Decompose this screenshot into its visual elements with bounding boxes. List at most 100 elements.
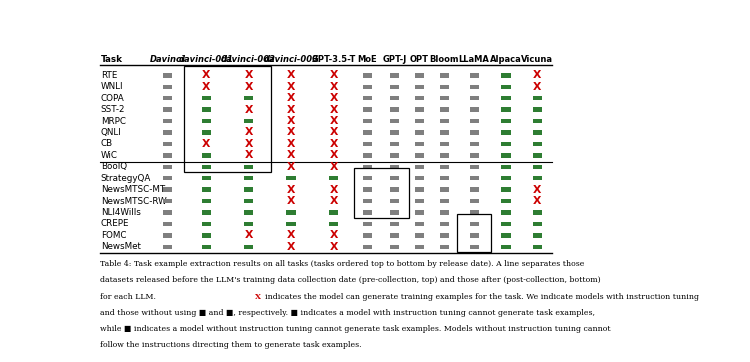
Text: davinci-001: davinci-001 — [178, 55, 234, 63]
Text: X: X — [329, 70, 338, 80]
Bar — [532, 165, 542, 169]
Text: X: X — [244, 150, 253, 160]
Text: X: X — [244, 70, 253, 80]
Bar — [501, 130, 511, 135]
Bar — [184, 66, 271, 172]
Bar — [415, 165, 424, 169]
Bar — [470, 108, 478, 112]
Text: NLI4Wills: NLI4Wills — [100, 208, 140, 217]
Text: X: X — [244, 127, 253, 138]
Text: NewsMTSC-RW: NewsMTSC-RW — [100, 197, 166, 206]
Text: X: X — [533, 70, 542, 80]
Text: X: X — [533, 82, 542, 92]
Bar — [363, 222, 372, 226]
Bar — [353, 168, 410, 218]
Bar — [470, 130, 478, 135]
Bar — [532, 176, 542, 180]
Bar — [389, 210, 399, 215]
Bar — [532, 108, 542, 112]
Text: StrategyQA: StrategyQA — [100, 174, 151, 183]
Bar — [163, 245, 172, 249]
Bar — [389, 108, 399, 112]
Text: FOMC: FOMC — [100, 231, 126, 240]
Bar — [163, 210, 172, 215]
Bar — [389, 245, 399, 249]
Bar — [501, 73, 511, 77]
Bar — [202, 210, 211, 215]
Bar — [440, 85, 449, 89]
Bar — [532, 96, 542, 100]
Bar — [389, 233, 399, 237]
Text: indicates the model can generate training examples for the task. We indicate mod: indicates the model can generate trainin… — [260, 292, 699, 300]
Bar — [202, 176, 211, 180]
Bar — [163, 165, 172, 169]
Bar — [202, 245, 211, 249]
Bar — [163, 153, 172, 157]
Bar — [389, 188, 399, 192]
Text: MoE: MoE — [358, 55, 377, 63]
Text: X: X — [255, 292, 261, 300]
Bar — [163, 222, 172, 226]
Bar — [389, 199, 399, 203]
Bar — [440, 199, 449, 203]
Bar — [244, 176, 254, 180]
Bar — [532, 233, 542, 237]
Bar — [286, 222, 296, 226]
Bar — [202, 188, 211, 192]
Text: X: X — [329, 242, 338, 252]
Bar — [532, 142, 542, 146]
Text: WNLI: WNLI — [100, 82, 123, 91]
Bar — [363, 176, 372, 180]
Bar — [440, 210, 449, 215]
Bar — [244, 245, 254, 249]
Bar — [363, 210, 372, 215]
Bar — [163, 142, 172, 146]
Bar — [328, 222, 338, 226]
Bar — [363, 119, 372, 123]
Bar — [501, 210, 511, 215]
Bar — [440, 142, 449, 146]
Bar — [470, 199, 478, 203]
Text: OPT: OPT — [410, 55, 429, 63]
Bar — [501, 85, 511, 89]
Text: Bloom: Bloom — [430, 55, 459, 63]
Text: CB: CB — [100, 139, 112, 148]
Text: X: X — [244, 105, 253, 115]
Bar — [470, 96, 478, 100]
Bar — [163, 199, 172, 203]
Bar — [244, 210, 254, 215]
Bar — [244, 119, 254, 123]
Text: X: X — [533, 185, 542, 195]
Bar — [163, 188, 172, 192]
Bar — [244, 188, 254, 192]
Text: GPT-J: GPT-J — [382, 55, 406, 63]
Bar — [202, 233, 211, 237]
Text: X: X — [329, 93, 338, 103]
Bar — [363, 245, 372, 249]
Text: X: X — [244, 139, 253, 149]
Bar — [470, 142, 478, 146]
Bar — [470, 153, 478, 157]
Bar — [363, 108, 372, 112]
Text: X: X — [287, 127, 296, 138]
Text: X: X — [287, 116, 296, 126]
Bar — [532, 245, 542, 249]
Bar — [286, 210, 296, 215]
Bar — [415, 108, 424, 112]
Text: X: X — [329, 150, 338, 160]
Bar — [440, 119, 449, 123]
Bar — [163, 176, 172, 180]
Text: WiC: WiC — [100, 151, 118, 160]
Text: GPT-3.5-T: GPT-3.5-T — [311, 55, 356, 63]
Bar — [440, 165, 449, 169]
Text: X: X — [329, 82, 338, 92]
Bar — [415, 142, 424, 146]
Bar — [415, 210, 424, 215]
Text: X: X — [329, 196, 338, 206]
Bar — [415, 199, 424, 203]
Bar — [163, 73, 172, 77]
Bar — [470, 245, 478, 249]
Bar — [470, 210, 478, 215]
Bar — [328, 176, 338, 180]
Bar — [415, 176, 424, 180]
